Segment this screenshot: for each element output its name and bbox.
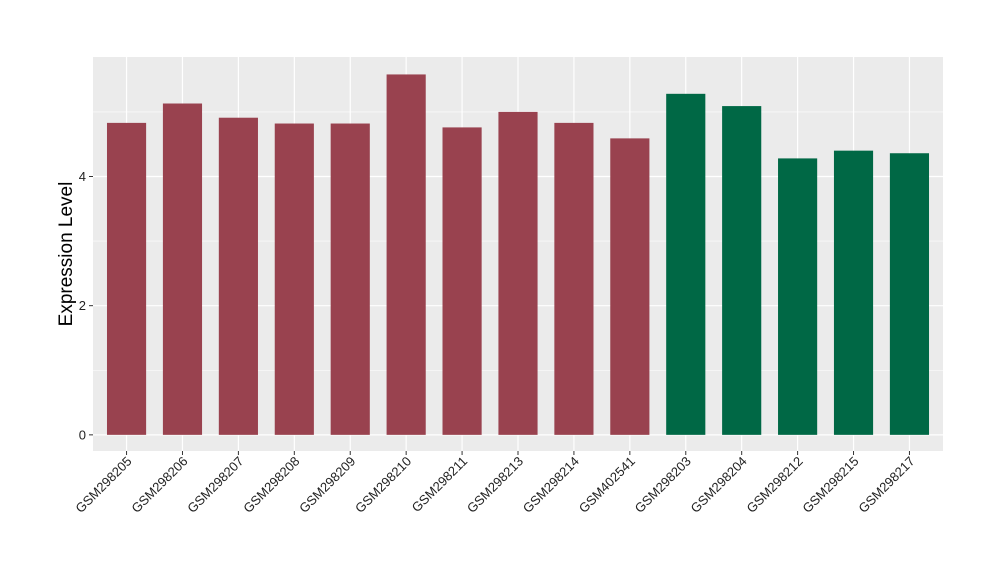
bar-GSM298212 xyxy=(778,158,818,435)
x-tick-label: GSM298206 xyxy=(128,454,190,516)
x-tick-label: GSM298203 xyxy=(632,454,694,516)
y-axis-label: Expression Level xyxy=(56,182,77,327)
bar-GSM298204 xyxy=(722,106,762,435)
x-axis: GSM298205GSM298206GSM298207GSM298208GSM2… xyxy=(72,451,918,516)
bar-GSM298209 xyxy=(330,123,370,435)
bar-GSM298206 xyxy=(162,103,203,435)
bars xyxy=(106,74,930,435)
x-tick-label: GSM298211 xyxy=(409,454,471,516)
x-tick-label: GSM298217 xyxy=(855,454,917,516)
bar-GSM298208 xyxy=(274,123,314,435)
bar-GSM298207 xyxy=(218,117,258,435)
x-tick-label: GSM298213 xyxy=(464,454,526,516)
x-tick-label: GSM402541 xyxy=(576,454,638,516)
bar-GSM298214 xyxy=(554,122,594,435)
bar-GSM298203 xyxy=(666,93,706,435)
bar-GSM298213 xyxy=(498,111,538,435)
bar-GSM298215 xyxy=(833,150,874,435)
y-tick-label: 2 xyxy=(79,298,86,313)
bar-GSM298217 xyxy=(889,153,930,435)
x-tick-label: GSM298214 xyxy=(520,454,582,516)
x-tick-label: GSM298215 xyxy=(799,454,861,516)
bar-GSM298205 xyxy=(106,122,147,435)
x-tick-label: GSM298209 xyxy=(296,454,358,516)
x-tick-label: GSM298208 xyxy=(240,454,302,516)
y-axis: 0 2 4 xyxy=(79,169,93,442)
x-tick-label: GSM298207 xyxy=(184,454,246,516)
y-tick-label: 0 xyxy=(79,427,86,442)
bar-GSM298211 xyxy=(442,127,482,435)
x-tick-label: GSM298204 xyxy=(688,454,750,516)
x-tick-label: GSM298210 xyxy=(352,454,414,516)
bar-GSM402541 xyxy=(610,138,650,435)
x-tick-label: GSM298212 xyxy=(744,454,806,516)
y-tick-label: 4 xyxy=(79,169,86,184)
bar-GSM298210 xyxy=(386,74,426,435)
x-tick-label: GSM298205 xyxy=(72,454,134,516)
